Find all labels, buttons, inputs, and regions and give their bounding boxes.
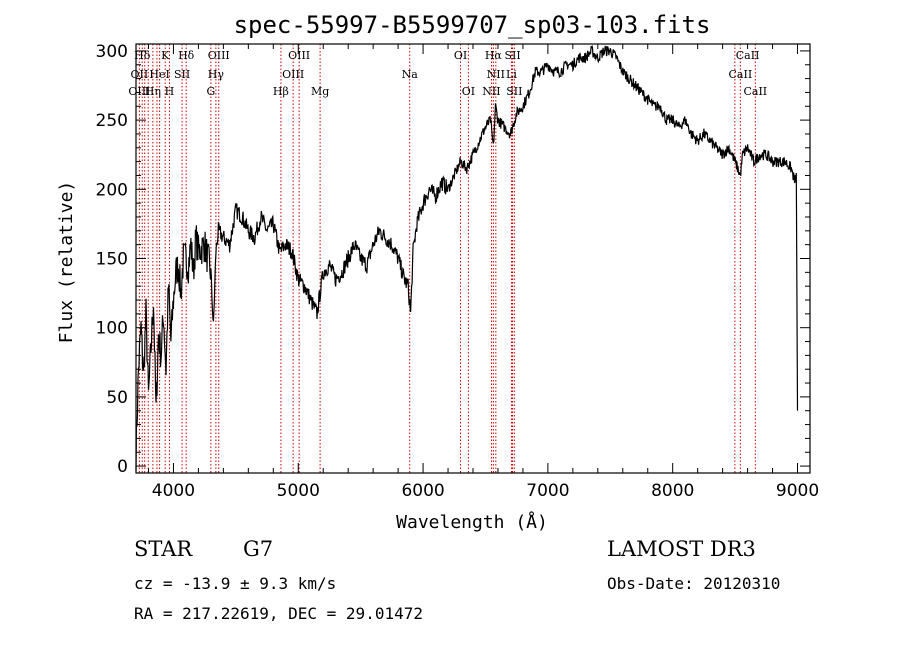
emission-line-label: CaII xyxy=(743,85,767,98)
emission-line-label: Hη xyxy=(145,85,161,98)
chart-title: spec-55997-B5599707_sp03-103.fits xyxy=(234,11,711,39)
y-tick-label: 150 xyxy=(96,250,128,270)
spectrum-series-line xyxy=(135,44,799,471)
object-subclass: G7 xyxy=(243,537,274,561)
emission-line-label: NII xyxy=(482,85,500,98)
sky-coordinates: RA = 217.22619, DEC = 29.01472 xyxy=(134,604,423,623)
emission-line-label: G xyxy=(206,85,215,98)
emission-line-markers xyxy=(138,44,756,473)
redshift-velocity: cz = -13.9 ± 9.3 km/s xyxy=(134,574,337,593)
observation-date: Obs-Date: 20120310 xyxy=(607,574,781,593)
emission-line-label: SII xyxy=(174,68,190,81)
survey-name: LAMOST DR3 xyxy=(607,537,756,561)
x-axis-label: Wavelength (Å) xyxy=(396,511,548,533)
emission-line-label: Mg xyxy=(311,85,329,98)
y-tick-label: 50 xyxy=(106,388,128,408)
emission-line-label: Hδ xyxy=(178,49,195,62)
x-tick-label: 6000 xyxy=(401,481,444,501)
x-axis-ticks: 4000 5000 6000 7000 8000 9000 xyxy=(147,44,819,501)
emission-line-label: SII xyxy=(504,49,520,62)
emission-line-label: OIII xyxy=(128,85,150,98)
plot-frame xyxy=(135,43,811,474)
emission-line-label: HeI xyxy=(149,68,169,81)
y-tick-label: 300 xyxy=(96,42,128,62)
emission-line-label: OI xyxy=(462,85,475,98)
x-tick-label: 7000 xyxy=(526,481,569,501)
emission-line-label: Hα xyxy=(485,49,503,62)
emission-line-label: H xyxy=(165,85,175,98)
x-tick-label: 8000 xyxy=(651,481,694,501)
emission-line-label: Hγ xyxy=(208,68,225,81)
object-class: STAR xyxy=(134,537,193,561)
x-tick-label: 5000 xyxy=(277,481,320,501)
emission-line-label: CaII xyxy=(736,49,760,62)
y-axis-label: Flux (relative) xyxy=(56,181,77,344)
emission-line-label: Li xyxy=(506,68,517,81)
y-tick-label: 100 xyxy=(96,319,128,339)
emission-line-label: NII xyxy=(487,68,505,81)
emission-line-label: CaII xyxy=(729,68,753,81)
emission-line-label: OIII xyxy=(208,49,230,62)
emission-line-label: K xyxy=(161,49,170,62)
emission-line-label: SII xyxy=(506,85,522,98)
y-tick-label: 200 xyxy=(96,180,128,200)
emission-line-label: OI xyxy=(454,49,467,62)
x-tick-label: 4000 xyxy=(152,481,195,501)
emission-line-label: Hβ xyxy=(273,85,289,98)
emission-line-label: OIII xyxy=(288,49,310,62)
emission-line-label: OII xyxy=(131,68,149,81)
y-axis-ticks: 0 50 100 150 200 250 300 xyxy=(96,42,810,477)
y-tick-label: 250 xyxy=(96,111,128,131)
x-tick-label: 9000 xyxy=(776,481,819,501)
y-tick-label: 0 xyxy=(117,457,128,477)
emission-line-label: OIII xyxy=(282,68,304,81)
emission-line-label: Na xyxy=(402,68,419,81)
emission-line-label: Hδ xyxy=(134,49,151,62)
